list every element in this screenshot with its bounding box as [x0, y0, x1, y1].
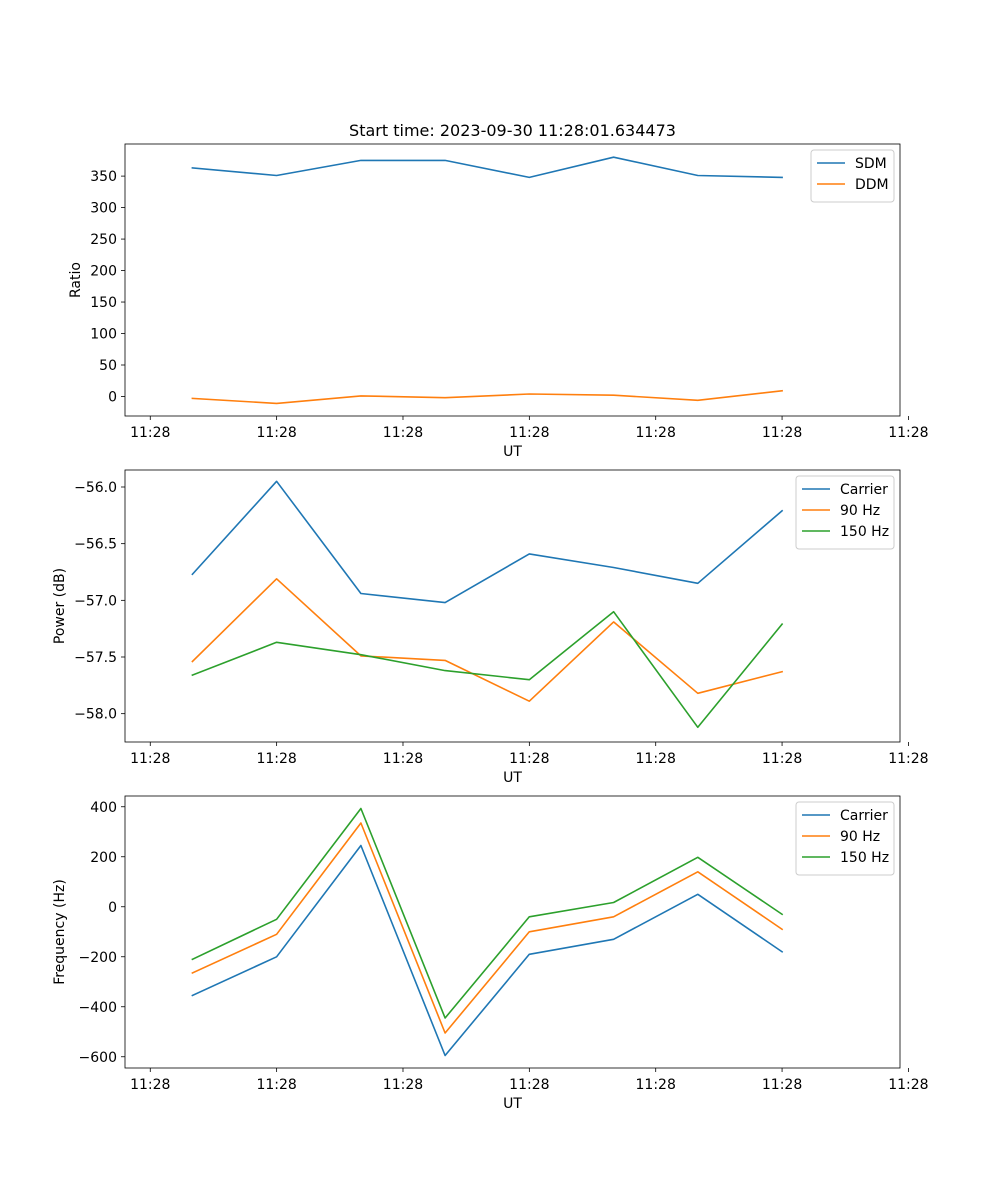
y-tick-label: −400: [79, 1000, 117, 1016]
x-tick-label: 11:28: [509, 425, 549, 441]
axes-frame: [124, 143, 901, 417]
x-tick-label: 11:28: [636, 1077, 676, 1093]
chart-panel-1: 11:28 11:28 11:28 11:28 11:28 11:28 11:28 0 50 10…: [68, 143, 929, 460]
x-axis-label: UT: [503, 444, 522, 460]
x-tick-label: 11:28: [130, 1077, 170, 1093]
series-line-90-hz: [191, 822, 784, 1034]
y-tick-label: −57.0: [74, 593, 117, 609]
series-line-carrier: [191, 844, 784, 1057]
y-tick-label: 400: [90, 800, 117, 816]
y-tick-label: 100: [90, 327, 117, 343]
x-tick-label: 11:28: [130, 751, 170, 767]
plots-container: 11:28 11:28 11:28 11:28 11:28 11:28 11:28 0 50 10…: [52, 143, 929, 1112]
y-tick-label: 200: [90, 264, 117, 280]
series-line-sdm: [191, 156, 783, 179]
chart-title: Start time: 2023-09-30 11:28:01.634473: [349, 121, 676, 140]
y-tick-label: 0: [108, 900, 117, 916]
x-axis-label: UT: [503, 770, 522, 786]
y-tick-label: 150: [90, 295, 117, 311]
series-line-carrier: [191, 480, 784, 604]
y-tick-label: −600: [79, 1050, 117, 1066]
axes-frame: [124, 795, 901, 1069]
chart-panel-2: 11:28 11:28 11:28 11:28 11:28 11:28 11:28 −58.0…: [52, 469, 929, 786]
x-axis-label: UT: [503, 1096, 522, 1112]
y-tick-label: 200: [90, 850, 117, 866]
x-tick-label: 11:28: [256, 425, 296, 441]
x-tick-label: 11:28: [636, 425, 676, 441]
y-tick-label: 250: [90, 232, 117, 248]
legend: SDM DDM: [810, 149, 895, 203]
x-tick-label: 11:28: [383, 751, 423, 767]
x-tick-label: 11:28: [383, 1077, 423, 1093]
y-tick-label: −200: [79, 950, 117, 966]
legend-label: Carrier: [840, 808, 888, 824]
y-tick-label: −56.0: [74, 480, 117, 496]
y-axis-label: Ratio: [68, 262, 84, 298]
x-tick-label: 11:28: [509, 1077, 549, 1093]
legend-label: 150 Hz: [840, 524, 889, 540]
y-tick-label: 300: [90, 201, 117, 217]
y-tick-label: −56.5: [74, 537, 117, 553]
legend: Carrier 90 Hz 150 Hz: [795, 475, 895, 550]
x-tick-label: 11:28: [762, 425, 802, 441]
y-axis-label: Power (dB): [52, 568, 68, 644]
x-tick-label: 11:28: [888, 1077, 928, 1093]
legend-label: 90 Hz: [840, 503, 880, 519]
y-tick-label: 0: [108, 389, 117, 405]
legend-label: Carrier: [840, 482, 888, 498]
series-line-90-hz: [191, 577, 784, 703]
y-tick-label: 350: [90, 169, 117, 185]
x-tick-label: 11:28: [762, 1077, 802, 1093]
chart-panel-3: 11:28 11:28 11:28 11:28 11:28 11:28 11:28 −600 −…: [52, 795, 929, 1112]
x-tick-label: 11:28: [256, 1077, 296, 1093]
x-tick-label: 11:28: [509, 751, 549, 767]
x-tick-label: 11:28: [888, 425, 928, 441]
series-line-150-hz: [191, 807, 784, 1019]
legend: Carrier 90 Hz 150 Hz: [795, 801, 895, 876]
legend-label: 90 Hz: [840, 829, 880, 845]
x-tick-label: 11:28: [256, 751, 296, 767]
y-axis-label: Frequency (Hz): [52, 879, 68, 985]
legend-label: DDM: [855, 177, 889, 193]
y-tick-label: −57.5: [74, 650, 117, 666]
y-tick-label: 50: [99, 358, 117, 374]
x-tick-label: 11:28: [888, 751, 928, 767]
axes-frame: [124, 469, 901, 743]
x-tick-label: 11:28: [762, 751, 802, 767]
legend-label: SDM: [855, 156, 887, 172]
y-tick-label: −58.0: [74, 707, 117, 723]
series-line-150-hz: [191, 610, 784, 729]
legend-label: 150 Hz: [840, 850, 889, 866]
x-tick-label: 11:28: [383, 425, 423, 441]
series-line-ddm: [191, 389, 783, 405]
x-tick-label: 11:28: [130, 425, 170, 441]
x-tick-label: 11:28: [636, 751, 676, 767]
